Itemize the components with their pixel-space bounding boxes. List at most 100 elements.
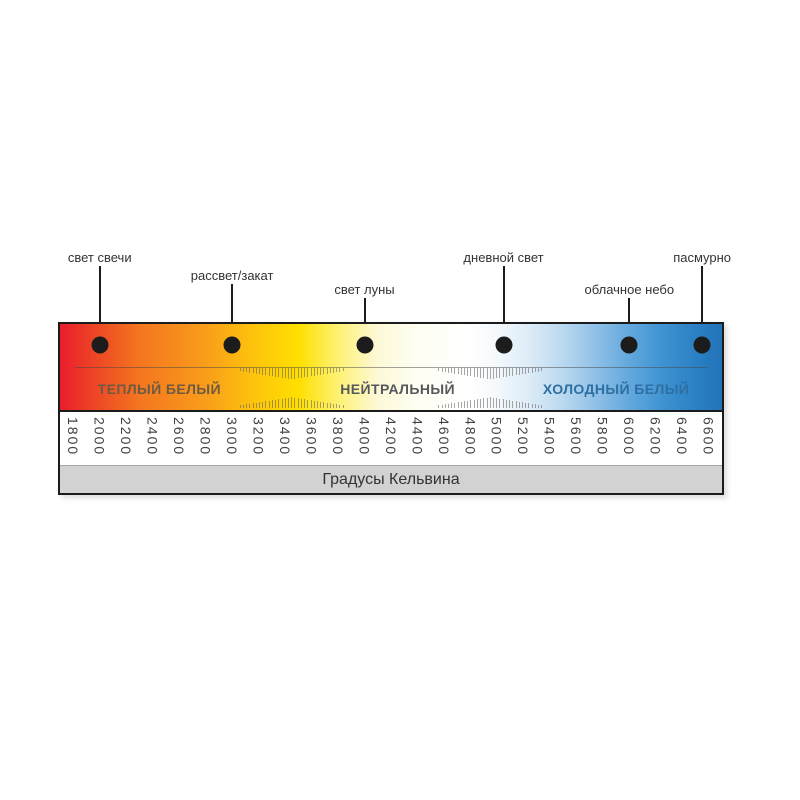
transition-ticks <box>239 368 344 380</box>
gradation-tick <box>300 368 302 378</box>
gradation-tick <box>320 401 322 408</box>
gradation-tick <box>531 368 533 373</box>
gradation-tick <box>493 397 495 408</box>
gradation-tick <box>470 368 472 376</box>
gradation-tick <box>444 368 446 372</box>
gradation-tick <box>265 368 267 375</box>
marker-label: рассвет/закат <box>190 268 274 283</box>
gradation-tick <box>275 399 277 408</box>
gradation-tick <box>486 368 488 379</box>
gradation-tick <box>313 400 315 408</box>
gradation-tick <box>518 401 520 408</box>
gradation-tick <box>313 368 315 376</box>
gradation-tick <box>329 368 331 373</box>
marker-dot <box>620 336 638 354</box>
kelvin-tick: 6400 <box>674 417 691 457</box>
gradation-tick <box>304 399 306 408</box>
gradation-tick <box>242 368 244 372</box>
gradation-tick <box>239 405 241 408</box>
gradation-tick <box>521 368 523 374</box>
kelvin-tick: 3800 <box>329 417 346 457</box>
gradation-tick <box>441 404 443 408</box>
gradation-tick <box>342 368 344 371</box>
gradation-tick <box>460 401 462 408</box>
gradation-tick <box>281 368 283 378</box>
gradation-tick <box>534 368 536 372</box>
gradation-tick <box>307 368 309 377</box>
gradation-tick <box>246 368 248 372</box>
gradation-tick <box>528 368 530 373</box>
gradation-tick <box>447 403 449 408</box>
kelvin-tick: 3000 <box>224 417 241 457</box>
marker-leader-line <box>628 298 631 340</box>
gradation-tick <box>249 403 251 408</box>
gradation-tick <box>339 404 341 408</box>
kelvin-tick: 5800 <box>594 417 611 457</box>
gradation-tick <box>284 368 286 378</box>
gradation-tick <box>262 401 264 408</box>
gradation-tick <box>333 403 335 408</box>
gradation-tick <box>467 400 469 408</box>
gradation-tick <box>316 368 318 375</box>
gradation-tick <box>291 397 293 408</box>
gradation-tick <box>499 398 501 408</box>
axis-title-bar: Градусы Кельвина <box>60 465 722 493</box>
gradation-tick <box>252 368 254 373</box>
gradation-tick <box>444 404 446 408</box>
marker-dot <box>495 336 513 354</box>
scale-midline <box>75 367 707 368</box>
gradation-tick <box>460 368 462 375</box>
gradation-tick <box>255 368 257 374</box>
gradation-tick <box>525 402 527 408</box>
marker-leader-line <box>231 284 234 340</box>
gradation-tick <box>268 368 270 376</box>
gradation-tick <box>242 404 244 408</box>
marker-leader-line <box>98 266 101 340</box>
gradation-tick <box>329 403 331 408</box>
gradation-tick <box>278 368 280 377</box>
kelvin-tick: 4000 <box>356 417 373 457</box>
gradation-tick <box>271 368 273 376</box>
kelvin-tick: 6000 <box>621 417 638 457</box>
gradation-tick <box>473 368 475 377</box>
marker-leader-line <box>701 266 704 340</box>
gradation-tick <box>271 400 273 408</box>
gradation-tick <box>326 368 328 374</box>
temperature-gradient-bar: ТЕПЛЫЙ БЕЛЫЙ НЕЙТРАЛЬНЫЙ ХОЛОДНЫЙ БЕЛЫЙ <box>60 324 722 410</box>
gradation-tick <box>467 368 469 376</box>
gradation-tick <box>262 368 264 375</box>
kelvin-tick: 2600 <box>171 417 188 457</box>
gradation-tick <box>294 368 296 379</box>
gradation-tick <box>505 368 507 377</box>
gradation-tick <box>255 402 257 408</box>
gradation-tick <box>496 368 498 378</box>
gradation-tick <box>480 398 482 408</box>
gradation-tick <box>333 368 335 373</box>
gradation-tick <box>316 401 318 408</box>
gradation-tick <box>534 404 536 408</box>
gradation-tick <box>342 405 344 408</box>
gradation-tick <box>441 368 443 372</box>
gradation-tick <box>438 368 440 371</box>
marker-dot <box>91 336 109 354</box>
transition-ticks <box>438 368 543 380</box>
gradation-tick <box>473 399 475 408</box>
marker-leader-line <box>363 298 366 340</box>
kelvin-tick: 2800 <box>197 417 214 457</box>
kelvin-tick: 3400 <box>276 417 293 457</box>
gradation-tick <box>496 398 498 408</box>
gradation-tick <box>512 400 514 408</box>
gradation-tick <box>297 368 299 378</box>
marker-dot <box>693 336 711 354</box>
gradation-tick <box>336 368 338 372</box>
gradation-tick <box>278 399 280 408</box>
gradation-tick <box>339 368 341 372</box>
gradation-tick <box>538 404 540 408</box>
gradation-tick <box>320 368 322 375</box>
kelvin-tick-row: 1800 2000 2200 2400 2600 2800 3000 3200 3400 3600… <box>60 410 722 465</box>
gradation-tick <box>268 400 270 408</box>
kelvin-tick: 2200 <box>118 417 135 457</box>
gradation-tick <box>451 403 453 408</box>
gradation-tick <box>246 404 248 408</box>
